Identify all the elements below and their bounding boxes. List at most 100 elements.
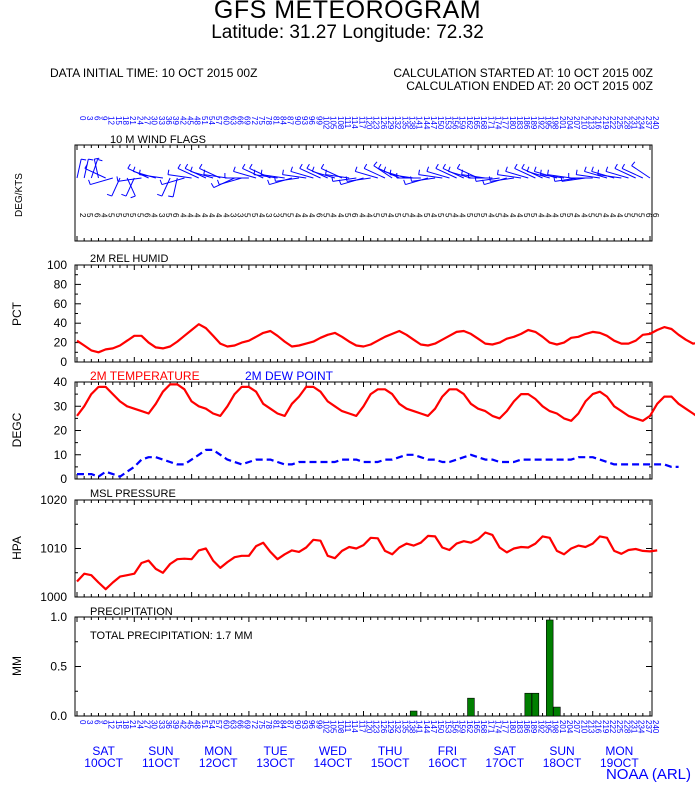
y-tick-label: 1020 (40, 493, 67, 507)
wind-barb-flag (260, 169, 263, 175)
wind-speed-label: 6 (142, 213, 151, 218)
wind-speed-label: 5 (107, 213, 116, 218)
wind-speed-label: 5 (379, 213, 388, 218)
wind-speed-label: 4 (572, 213, 581, 218)
day-name-label: SUN (549, 744, 574, 758)
x-hour-label: 42 (178, 720, 187, 729)
x-hour-label: 210 (579, 720, 588, 734)
x-hour-label: 120 (365, 720, 374, 734)
wind-speed-label: 5 (114, 213, 123, 218)
wind-speed-label: 5 (243, 213, 252, 218)
wind-hour-label: 189 (529, 116, 538, 130)
x-hour-label: 168 (479, 720, 488, 734)
wind-barb-staff (125, 177, 135, 197)
calc-started-label: CALCULATION STARTED AT: 10 OCT 2015 00Z (393, 66, 653, 80)
wind-speed-label: 4 (407, 213, 416, 218)
x-hour-label: 159 (458, 720, 467, 734)
wind-hour-label: 192 (536, 116, 545, 130)
wind-speed-label: 4 (99, 213, 108, 218)
wind-barb-staff (242, 167, 264, 179)
precip-bar (553, 706, 561, 717)
initial-time-label: DATA INITIAL TIME: 10 OCT 2015 00Z (50, 66, 258, 80)
wind-hour-label: 213 (587, 116, 596, 130)
wind-barb-staff (418, 174, 443, 179)
x-hour-label: 45 (185, 720, 194, 729)
wind-speed-label: 5 (135, 213, 144, 218)
wind-speed-label: 4 (293, 213, 302, 218)
wind-speed-label: 5 (85, 213, 94, 218)
day-date-label: 17OCT (485, 756, 524, 770)
x-hour-label: 225 (615, 720, 624, 734)
wind-barb-staff (253, 174, 278, 179)
wind-speed-label: 6 (171, 213, 180, 218)
noaa-credit: NOAA (ARL) (605, 766, 691, 783)
wind-speed-label: 4 (615, 213, 624, 218)
temperature-panel-frame (74, 381, 653, 480)
wind-hour-label: 201 (558, 116, 567, 130)
wind-hour-label: 18 (121, 116, 130, 125)
wind-speed-label: 4 (544, 213, 553, 218)
wind-speed-label: 4 (214, 213, 223, 218)
x-hour-label: 24 (135, 720, 144, 729)
wind-barb-staff (597, 174, 622, 179)
wind-hour-label: 138 (407, 116, 416, 130)
wind-hour-label: 87 (286, 116, 295, 125)
x-hour-label: 156 (450, 720, 459, 734)
wind-barb-flag (474, 176, 477, 182)
wind-hour-label: 162 (465, 116, 474, 130)
wind-barb-staff (631, 165, 651, 179)
x-hour-label: 3 (85, 720, 94, 725)
wind-barb-staff (117, 177, 142, 182)
wind-barb-flag (274, 176, 276, 182)
precip-bar (524, 692, 532, 717)
x-hour-label: 27 (142, 720, 151, 729)
wind-hour-label: 165 (472, 116, 481, 130)
wind-barb-staff (190, 170, 214, 179)
x-hour-label: 189 (529, 720, 538, 734)
day-name-label: FRI (438, 744, 457, 758)
x-hour-label: 222 (608, 720, 617, 734)
wind-barb-flag (267, 179, 270, 185)
wind-hour-label: 147 (429, 116, 438, 130)
wind-speed-label: 4 (200, 213, 209, 218)
y-tick-label: 100 (47, 258, 67, 272)
wind-speed-label: 4 (515, 213, 524, 218)
x-hour-label: 204 (565, 720, 574, 734)
x-hour-label: 63 (228, 720, 237, 729)
wind-hour-label: 81 (271, 116, 280, 125)
wind-hour-label: 54 (207, 116, 216, 125)
generated-marks: 0204060801000102030401000101010200.00.51… (40, 116, 695, 770)
wind-hour-label: 105 (329, 116, 338, 130)
wind-speed-label: 5 (400, 213, 409, 218)
wind-barb-flag (106, 193, 112, 197)
wind-barb-staff (177, 167, 199, 179)
temperature-ylabel: DEGC (10, 412, 24, 447)
wind-barb-staff (426, 170, 450, 179)
wind-speed-label: 6 (92, 213, 101, 218)
wind-speed-label: 5 (286, 213, 295, 218)
wind-barb-flag (338, 179, 342, 185)
wind-speed-label: 4 (257, 213, 266, 218)
wind-barb-staff (497, 174, 522, 179)
wind-speed-label: 3 (157, 213, 166, 218)
wind-hour-label: 51 (200, 116, 209, 125)
precip-ylabel: MM (10, 656, 24, 676)
x-hour-label: 51 (200, 720, 209, 729)
day-name-label: MON (204, 744, 232, 758)
wind-speed-label: 4 (185, 213, 194, 218)
wind-hour-label: 120 (365, 116, 374, 130)
wind-barb-flag (521, 163, 525, 169)
wind-speed-label: 5 (479, 213, 488, 218)
wind-hour-label: 48 (193, 116, 202, 125)
wind-hour-label: 207 (572, 116, 581, 130)
wind-barb-flag (282, 169, 284, 175)
wind-hour-label: 6 (92, 116, 101, 121)
wind-hour-label: 24 (135, 116, 144, 125)
wind-barb-flag (210, 183, 215, 188)
x-hour-label: 144 (422, 720, 431, 734)
wind-barb-flag (418, 169, 421, 175)
wind-barb-flag (159, 179, 163, 185)
x-hour-label: 6 (92, 720, 101, 725)
wind-barb-flag (442, 163, 446, 169)
